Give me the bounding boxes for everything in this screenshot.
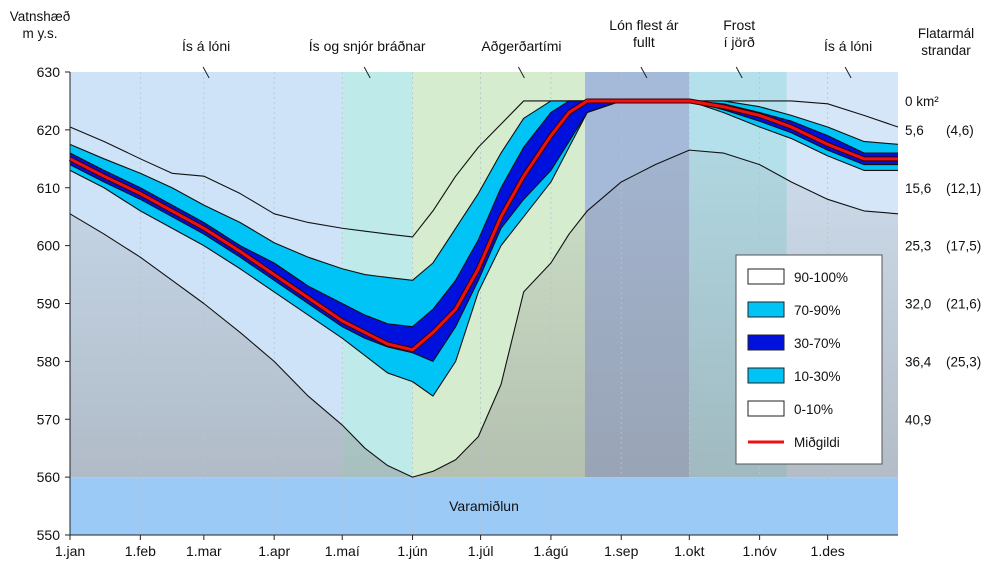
legend-label-3: 10-30% [794, 369, 841, 384]
y-tick-label-1: 560 [37, 469, 61, 485]
area-label-3: 25,3 [905, 239, 931, 254]
period-label-1: Ís og snjór bráðnar [309, 38, 426, 54]
legend-label-5: Miðgildi [794, 435, 840, 450]
period-label-4-line2: í jörð [724, 34, 755, 50]
x-tick-label-4: 1.maí [325, 543, 360, 559]
area-label-paren-4: (21,6) [946, 297, 981, 312]
period-pointer-4 [735, 66, 743, 79]
reserve-zone-label: Varamiðlun [449, 498, 519, 514]
line-p10 [69, 100, 898, 397]
x-tick-label-10: 1.nóv [742, 543, 776, 559]
right-area-labels: 0 km² 5,6 (4,6) 15,6 (12,1) 25,3 (17,5) 32,0 (21… [905, 94, 981, 427]
x-tick-label-7: 1.ágú [533, 543, 568, 559]
y-tick-label-5: 600 [37, 238, 61, 254]
area-label-5: 36,4 [905, 354, 932, 369]
x-tick-label-1: 1.feb [125, 543, 156, 559]
area-label-2: 15,6 [905, 181, 931, 196]
y-tick-label-7: 620 [37, 122, 61, 138]
area-label-paren-5: (25,3) [946, 354, 981, 369]
y-tick-label-0: 550 [37, 527, 61, 543]
y-tick-label-3: 580 [37, 353, 61, 369]
line-p30 [69, 100, 898, 362]
y-tick-label-6: 610 [37, 180, 61, 196]
right-axis-title-line2: strandar [921, 43, 971, 58]
period-pointer-1 [363, 66, 371, 79]
period-label-3-line1: Lón flest ár [609, 17, 679, 33]
legend-label-0: 90-100% [794, 270, 848, 285]
legend-swatch-4 [747, 400, 785, 417]
period-annotations: Ís á lóni Ís og snjór bráðnar Aðgerðartími… [182, 17, 872, 79]
percentile-lines [68, 98, 899, 478]
x-tick-label-9: 1.okt [674, 543, 704, 559]
area-label-4: 32,0 [905, 297, 931, 312]
area-label-paren-2: (12,1) [946, 181, 981, 196]
y-tick-labels: 550 560 570 580 590 600 610 620 630 [37, 64, 70, 543]
line-p70 [69, 100, 898, 328]
period-label-4-line1: Frost [723, 17, 755, 33]
area-label-paren-1: (4,6) [946, 123, 974, 138]
area-label-paren-3: (17,5) [946, 239, 981, 254]
period-label-0: Ís á lóni [182, 38, 230, 54]
gray-shading [70, 150, 898, 478]
legend-swatch-0 [747, 268, 785, 285]
y-tick-label-8: 630 [37, 64, 61, 80]
line-p90 [69, 100, 899, 281]
legend-label-1: 70-90% [794, 303, 841, 318]
median-line [69, 99, 898, 352]
x-tick-label-5: 1.jún [397, 543, 427, 559]
x-tick-label-0: 1.jan [55, 543, 85, 559]
percentile-bands [70, 100, 898, 397]
reserve-zone [70, 477, 898, 535]
x-tick-label-6: 1.júl [468, 543, 494, 559]
x-tick-label-8: 1.sep [604, 543, 638, 559]
legend: 90-100% 70-90% 30-70% 10-30% 0-10% Miðgildi [735, 254, 883, 465]
legend-label-4: 0-10% [794, 402, 833, 417]
band-30-70 [70, 100, 898, 362]
line-p100 [69, 100, 899, 238]
x-tick-label-11: 1.des [811, 543, 845, 559]
area-label-6: 40,9 [905, 412, 931, 427]
legend-swatch-2 [747, 334, 785, 351]
area-label-1: 5,6 [905, 123, 924, 138]
area-label-0: 0 km² [905, 94, 939, 109]
period-label-3-line2: fullt [633, 34, 655, 50]
period-label-5: Ís á lóni [824, 38, 872, 54]
y-tick-label-2: 570 [37, 411, 61, 427]
x-tick-label-2: 1.mar [186, 543, 222, 559]
y-tick-label-4: 590 [37, 296, 61, 312]
right-axis-title-line1: Flatarmál [918, 26, 974, 41]
legend-box [735, 254, 883, 465]
below-minimum-shading [70, 150, 898, 478]
period-pointer-5 [844, 66, 852, 79]
period-pointer-2 [517, 66, 525, 79]
period-pointer-3 [640, 66, 648, 79]
y-axis-title-line2: m y.s. [23, 26, 58, 41]
y-axis-title-line1: Vatnshæð [10, 9, 71, 24]
x-tick-label-3: 1.apr [258, 543, 290, 559]
legend-label-2: 30-70% [794, 336, 841, 351]
legend-swatch-1 [747, 301, 785, 318]
x-tick-labels: 1.jan 1.feb 1.mar 1.apr 1.maí 1.jún 1.júl 1.ágú… [55, 535, 845, 559]
period-label-2: Aðgerðartími [481, 38, 561, 54]
line-p0 [69, 149, 899, 478]
legend-swatch-3 [747, 367, 785, 384]
period-pointer-0 [202, 66, 210, 79]
